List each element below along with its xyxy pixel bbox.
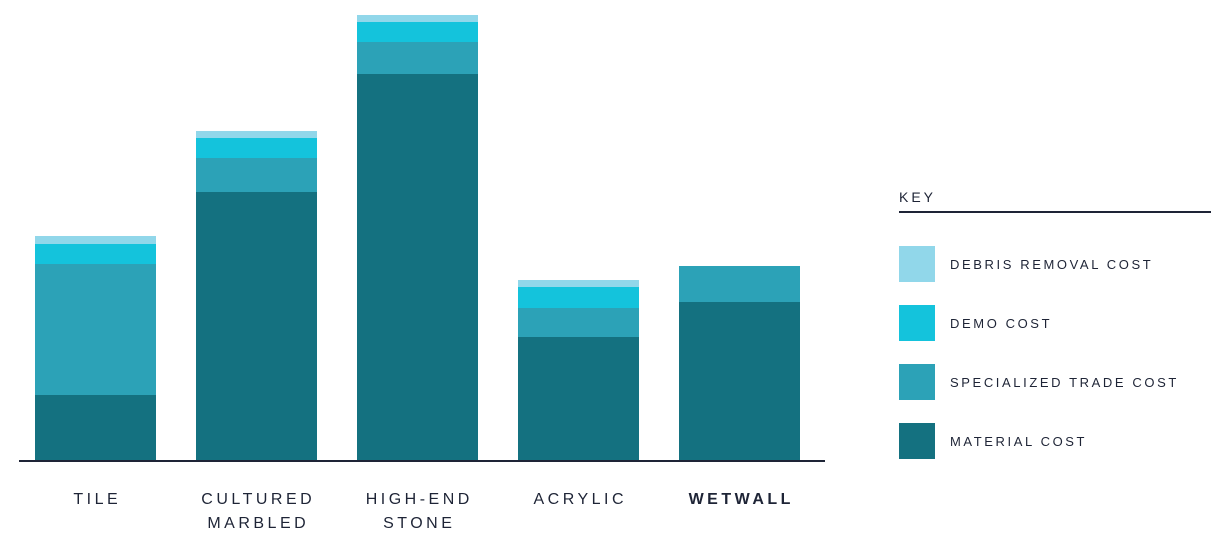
legend-label: MATERIAL COST [950, 433, 1088, 449]
bar-segment-high-end-stone-material-cost [357, 74, 478, 460]
category-label: TILE [73, 491, 122, 508]
category-label: ACRYLIC [533, 491, 628, 508]
bar-segment-high-end-stone-debris-removal-cost [357, 15, 478, 22]
bar-segment-cultured-marbled-specialized-trade-cost [196, 158, 317, 192]
bar-segment-tile-demo-cost [35, 244, 156, 264]
legend-swatch [899, 246, 935, 282]
legend-item: MATERIAL COST [899, 423, 1211, 459]
bar-segment-high-end-stone-specialized-trade-cost [357, 42, 478, 74]
bar-segment-tile-material-cost [35, 395, 156, 460]
bar-segment-cultured-marbled-material-cost [196, 192, 317, 460]
legend-item: DEMO COST [899, 305, 1211, 341]
bar-segment-acrylic-demo-cost [518, 287, 639, 308]
stacked-bar-chart [19, 15, 825, 462]
legend-item: DEBRIS REMOVAL COST [899, 246, 1211, 282]
bar-segment-cultured-marbled-demo-cost [196, 138, 317, 158]
bars-group [35, 15, 800, 460]
legend-label: SPECIALIZED TRADE COST [950, 374, 1179, 390]
bar-segment-tile-specialized-trade-cost [35, 264, 156, 395]
legend-swatch [899, 423, 935, 459]
bar-segment-cultured-marbled-debris-removal-cost [196, 131, 317, 138]
legend-swatch [899, 305, 935, 341]
legend-divider [899, 211, 1211, 213]
legend-label: DEMO COST [950, 315, 1053, 331]
category-label: WETWALL [688, 491, 794, 508]
bar-segment-tile-debris-removal-cost [35, 236, 156, 244]
bar-segment-acrylic-specialized-trade-cost [518, 308, 639, 337]
legend-label: DEBRIS REMOVAL COST [950, 256, 1154, 272]
bar-segment-acrylic-debris-removal-cost [518, 280, 639, 287]
bar-segment-wetwall-specialized-trade-cost [679, 266, 800, 302]
legend-item: SPECIALIZED TRADE COST [899, 364, 1211, 400]
category-label: CULTURED MARBLED [201, 491, 316, 532]
bar-segment-wetwall-material-cost [679, 302, 800, 460]
legend-items: DEBRIS REMOVAL COST DEMO COST SPECIALIZED … [899, 246, 1211, 459]
bar-segment-high-end-stone-demo-cost [357, 22, 478, 42]
bar-segment-acrylic-material-cost [518, 337, 639, 460]
legend-title: KEY [899, 189, 937, 205]
legend-swatch [899, 364, 935, 400]
category-label: HIGH-END STONE [365, 491, 473, 532]
legend: KEY DEBRIS REMOVAL COST DEMO COST SPECIALI… [899, 186, 1211, 482]
